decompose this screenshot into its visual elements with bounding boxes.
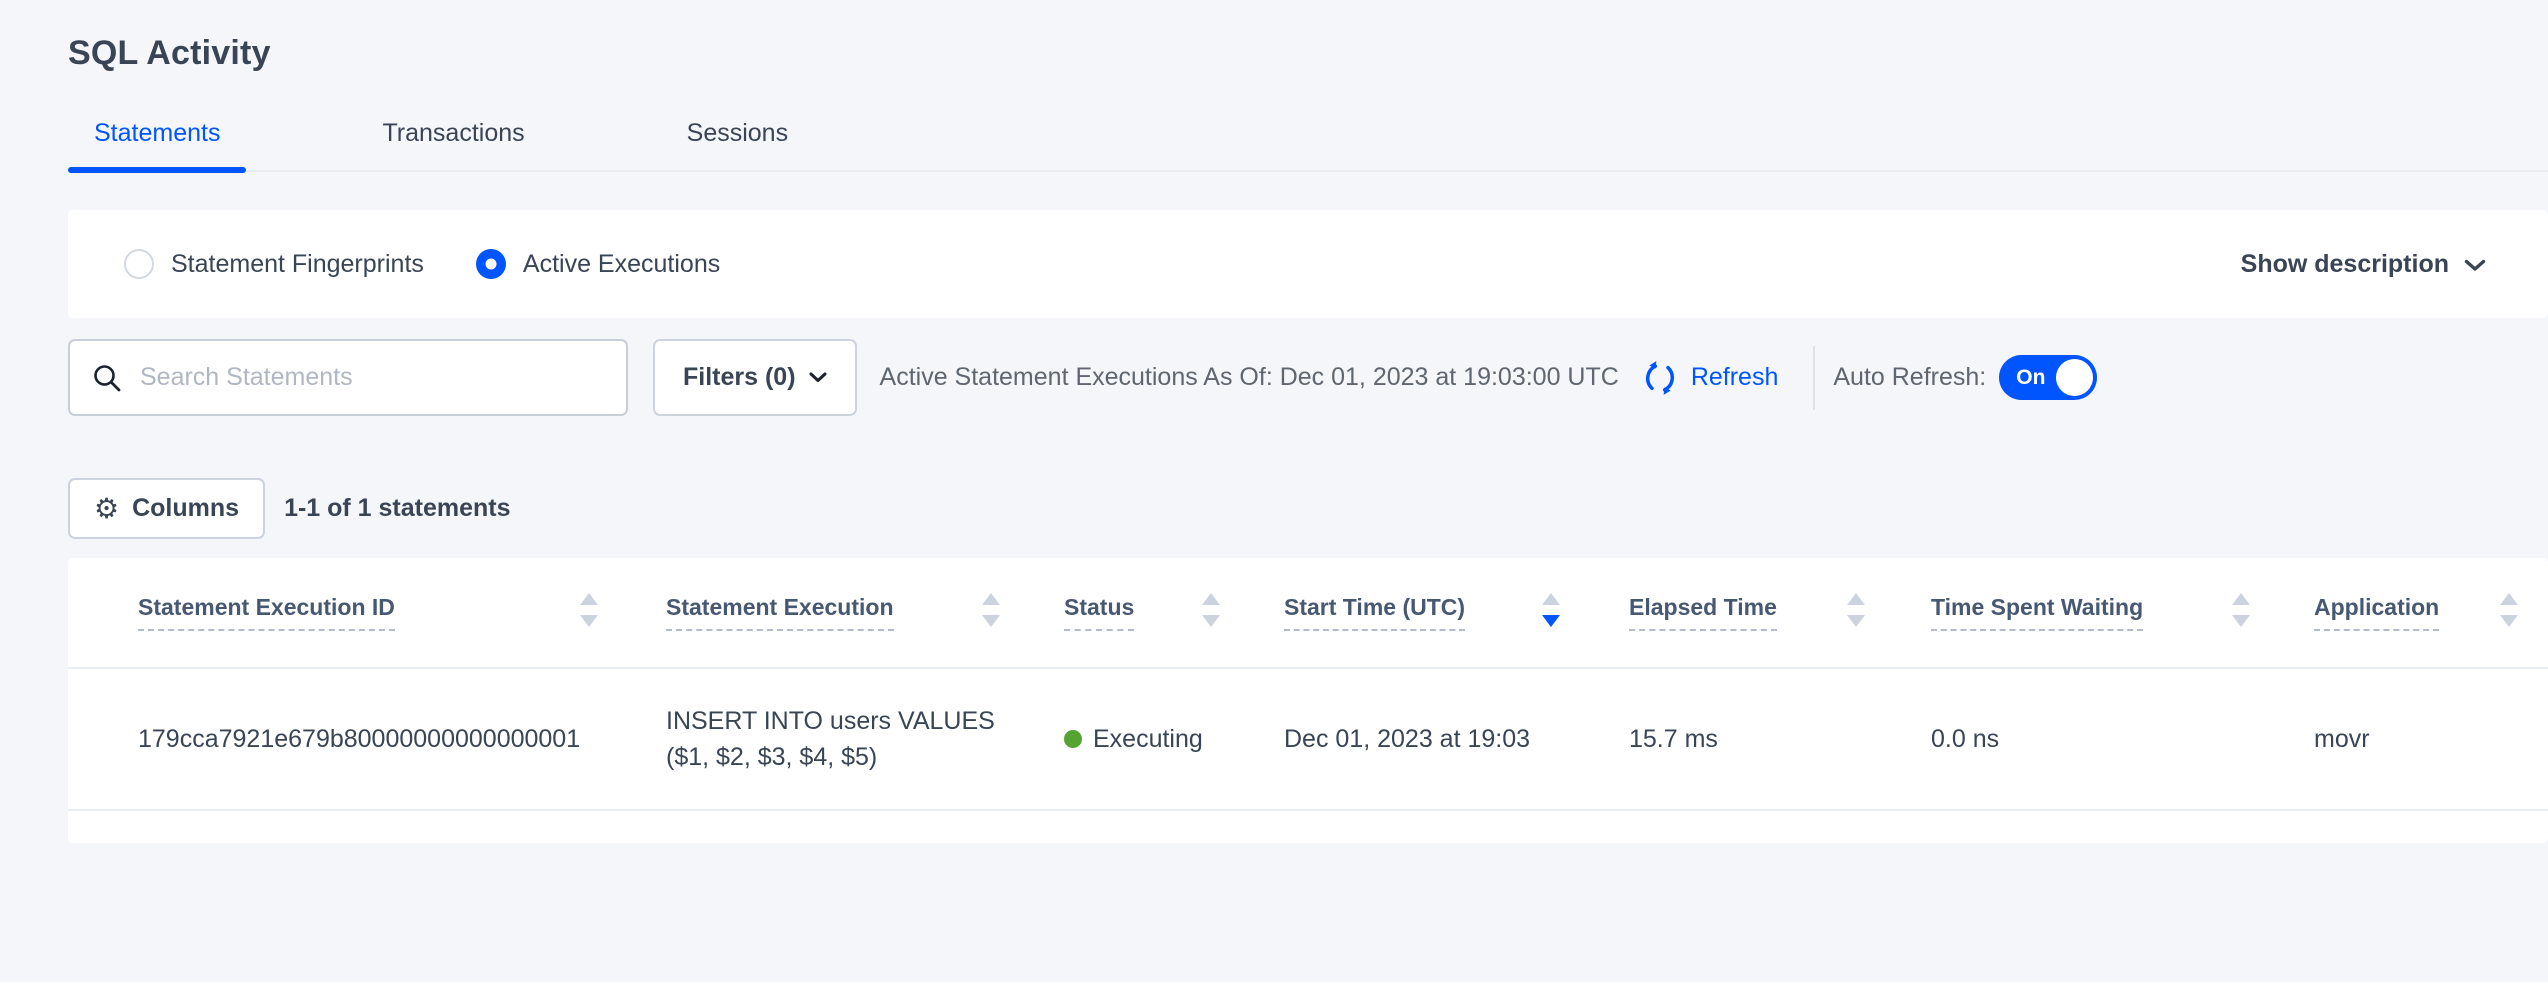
columns-label: Columns: [132, 494, 240, 522]
radio-unselected-icon: [124, 249, 154, 279]
columns-button[interactable]: ⚙ Columns: [68, 478, 266, 539]
tab-statements[interactable]: Statements: [68, 119, 247, 173]
table-toolbar: ⚙ Columns 1-1 of 1 statements: [68, 478, 2548, 539]
tab-label: Transactions: [382, 119, 525, 147]
refresh-label: Refresh: [1690, 363, 1779, 391]
sort-icon[interactable]: [2230, 590, 2252, 635]
search-input[interactable]: [138, 362, 608, 393]
cell-status: Executing: [1030, 668, 1250, 811]
refresh-button[interactable]: Refresh: [1640, 358, 1779, 398]
column-header-elapsed-time[interactable]: Elapsed Time: [1590, 558, 1895, 669]
filters-button[interactable]: Filters (0): [653, 339, 857, 416]
chevron-down-icon: [2464, 250, 2486, 279]
cell-time-spent-waiting: 0.0 ns: [1895, 668, 2280, 811]
show-description-toggle[interactable]: Show description: [2241, 250, 2486, 279]
gear-icon: ⚙: [94, 491, 120, 525]
cell-statement[interactable]: INSERT INTO users VALUES ($1, $2, $3, $4…: [628, 668, 1030, 811]
status-label: Executing: [1093, 724, 1203, 753]
tab-transactions[interactable]: Transactions: [356, 119, 550, 170]
search-input-wrapper: [68, 339, 628, 416]
cell-application: movr: [2280, 668, 2548, 811]
statements-table: Statement Execution ID Statement Executi…: [68, 558, 2548, 811]
results-count: 1-1 of 1 statements: [284, 494, 511, 522]
show-description-label: Show description: [2240, 249, 2449, 278]
page-title: SQL Activity: [68, 34, 271, 72]
radio-selected-icon: [475, 249, 506, 279]
filters-label: Filters (0): [683, 363, 796, 391]
tab-bar: Statements Transactions Sessions: [68, 119, 2548, 173]
tab-sessions[interactable]: Sessions: [661, 119, 814, 170]
column-header-time-spent-waiting[interactable]: Time Spent Waiting: [1895, 558, 2280, 669]
tab-label: Sessions: [686, 119, 789, 147]
status-dot-icon: [1064, 730, 1082, 748]
toggle-state-label: On: [2016, 365, 2046, 389]
sort-icon[interactable]: [578, 590, 600, 635]
sort-icon[interactable]: [2498, 590, 2520, 635]
column-header-status[interactable]: Status: [1030, 558, 1250, 669]
column-header-statement-execution-id[interactable]: Statement Execution ID: [68, 558, 628, 669]
statements-table-card: Statement Execution ID Statement Executi…: [68, 558, 2548, 843]
auto-refresh-label: Auto Refresh:: [1833, 363, 1987, 391]
column-header-application[interactable]: Application: [2280, 558, 2548, 669]
radio-statement-fingerprints[interactable]: Statement Fingerprints: [124, 249, 424, 279]
auto-refresh-toggle[interactable]: On: [1999, 355, 2098, 400]
as-of-text: Active Statement Executions As Of: Dec 0…: [879, 363, 1619, 391]
sort-icon[interactable]: [1845, 590, 1867, 635]
tab-label: Statements: [94, 119, 221, 147]
cell-start-time: Dec 01, 2023 at 19:03: [1250, 668, 1590, 811]
chevron-down-icon: [809, 372, 827, 383]
cell-execution-id: 179cca7921e679b80000000000000001: [68, 668, 628, 811]
refresh-icon: [1640, 358, 1680, 398]
column-header-start-time[interactable]: Start Time (UTC): [1250, 558, 1590, 669]
radio-label: Active Executions: [522, 249, 721, 278]
column-header-statement-execution[interactable]: Statement Execution: [628, 558, 1030, 669]
cell-elapsed-time: 15.7 ms: [1590, 668, 1895, 811]
radio-active-executions[interactable]: Active Executions: [475, 249, 721, 279]
radio-label: Statement Fingerprints: [171, 249, 424, 278]
search-icon: [92, 363, 122, 393]
table-row[interactable]: 179cca7921e679b80000000000000001 INSERT …: [68, 668, 2548, 811]
view-mode-card: Statement Fingerprints Active Executions…: [68, 210, 2548, 318]
sort-icon[interactable]: [980, 590, 1002, 635]
toggle-knob: [2056, 359, 2094, 396]
vertical-divider: [1813, 345, 1816, 410]
controls-row: Filters (0) Active Statement Executions …: [68, 339, 2548, 416]
sort-icon-active-desc[interactable]: [1540, 590, 1562, 635]
table-header-row: Statement Execution ID Statement Executi…: [68, 558, 2548, 669]
sort-icon[interactable]: [1200, 590, 1222, 635]
